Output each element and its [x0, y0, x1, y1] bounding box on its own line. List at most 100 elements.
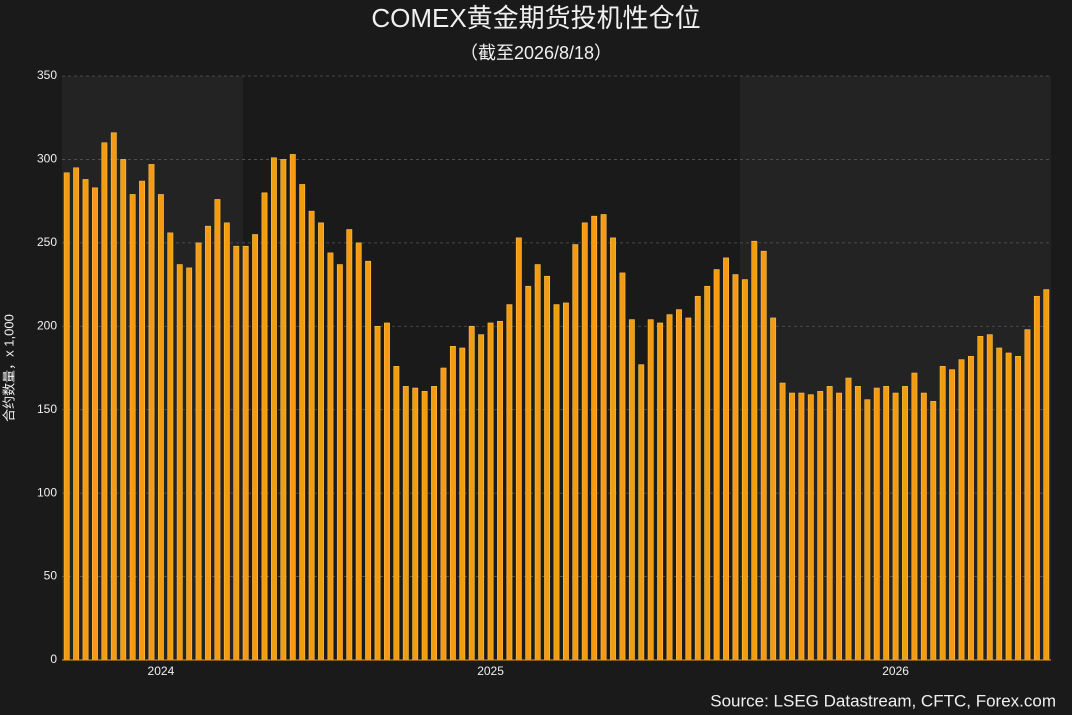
bar	[986, 334, 993, 661]
bar	[233, 245, 240, 661]
bar	[478, 334, 485, 661]
bar	[968, 356, 974, 661]
bar	[148, 164, 155, 661]
bar	[958, 359, 965, 661]
bar	[110, 132, 117, 661]
y-tick-label: 250	[37, 235, 57, 249]
bar	[421, 391, 428, 661]
x-tick-label: 2024	[148, 664, 175, 678]
bar	[440, 367, 447, 661]
bar	[308, 210, 315, 661]
bar	[657, 322, 664, 661]
bar	[779, 382, 786, 661]
bar	[826, 386, 833, 661]
y-tick-label: 350	[37, 68, 57, 82]
bar	[487, 322, 494, 661]
chart-title: COMEX黄金期货投机性仓位	[371, 3, 700, 33]
bar	[930, 401, 937, 661]
bar	[581, 222, 588, 661]
bar	[1033, 295, 1040, 661]
bar	[449, 346, 456, 661]
bar	[723, 257, 729, 661]
chart-subtitle: （截至2026/8/18）	[460, 43, 612, 63]
bar	[949, 369, 956, 661]
bar	[751, 240, 758, 661]
bar	[402, 386, 409, 661]
bar	[534, 264, 541, 661]
bar	[299, 184, 306, 661]
bar	[195, 242, 202, 661]
bar	[638, 364, 645, 661]
bar	[120, 159, 127, 661]
bar	[562, 302, 569, 661]
bar	[873, 387, 880, 661]
bar	[497, 320, 503, 661]
source-note: Source: LSEG Datastream, CFTC, Forex.com	[710, 691, 1056, 710]
y-tick-label: 0	[50, 652, 57, 666]
bar	[647, 319, 654, 661]
bar	[864, 399, 871, 661]
bar	[836, 392, 843, 661]
bar	[82, 179, 89, 661]
bar	[789, 392, 795, 661]
bar	[977, 335, 984, 661]
bar	[167, 232, 174, 661]
y-tick-label: 150	[37, 402, 57, 416]
bar	[807, 394, 814, 661]
bar	[365, 260, 372, 661]
bar	[1043, 289, 1050, 661]
bar	[883, 386, 890, 661]
bar	[741, 279, 748, 661]
bar	[346, 229, 353, 661]
bar	[600, 214, 607, 661]
bar	[101, 142, 108, 661]
bar	[186, 267, 193, 661]
bar	[327, 252, 334, 661]
bar	[289, 154, 296, 661]
bar	[544, 275, 551, 661]
bar	[214, 199, 221, 661]
bar	[666, 314, 673, 661]
bar	[553, 304, 560, 661]
bar	[732, 274, 739, 661]
bar	[892, 392, 899, 661]
bar	[610, 237, 616, 661]
bar	[73, 167, 80, 661]
bar	[129, 194, 136, 661]
bar	[1024, 329, 1031, 661]
bar	[336, 264, 343, 661]
bar	[92, 187, 98, 661]
bar	[920, 392, 927, 661]
bar	[176, 264, 183, 661]
bar	[252, 234, 259, 661]
bar	[760, 250, 767, 661]
bar	[911, 372, 918, 661]
bar	[468, 325, 475, 661]
bar	[619, 272, 626, 661]
bar	[506, 304, 513, 661]
bar	[139, 180, 145, 661]
bar	[694, 295, 701, 661]
bar	[242, 245, 249, 661]
bar	[1005, 352, 1012, 661]
bar	[205, 225, 211, 661]
y-axis-label: 合约数量，x 1,000	[1, 314, 16, 422]
bar	[591, 215, 598, 661]
bar	[63, 172, 70, 661]
bar	[355, 242, 362, 661]
bar	[939, 366, 946, 661]
bar	[676, 309, 682, 661]
bar	[157, 194, 164, 661]
bar	[393, 366, 400, 661]
bar	[770, 317, 777, 661]
bar	[996, 347, 1003, 661]
y-tick-label: 100	[37, 485, 57, 499]
bar	[459, 347, 466, 661]
bar	[845, 377, 852, 661]
bar	[854, 386, 861, 661]
bar	[713, 269, 720, 661]
y-tick-label: 50	[44, 569, 58, 583]
bar	[270, 157, 277, 661]
x-tick-label: 2025	[477, 664, 504, 678]
bar	[515, 237, 522, 661]
